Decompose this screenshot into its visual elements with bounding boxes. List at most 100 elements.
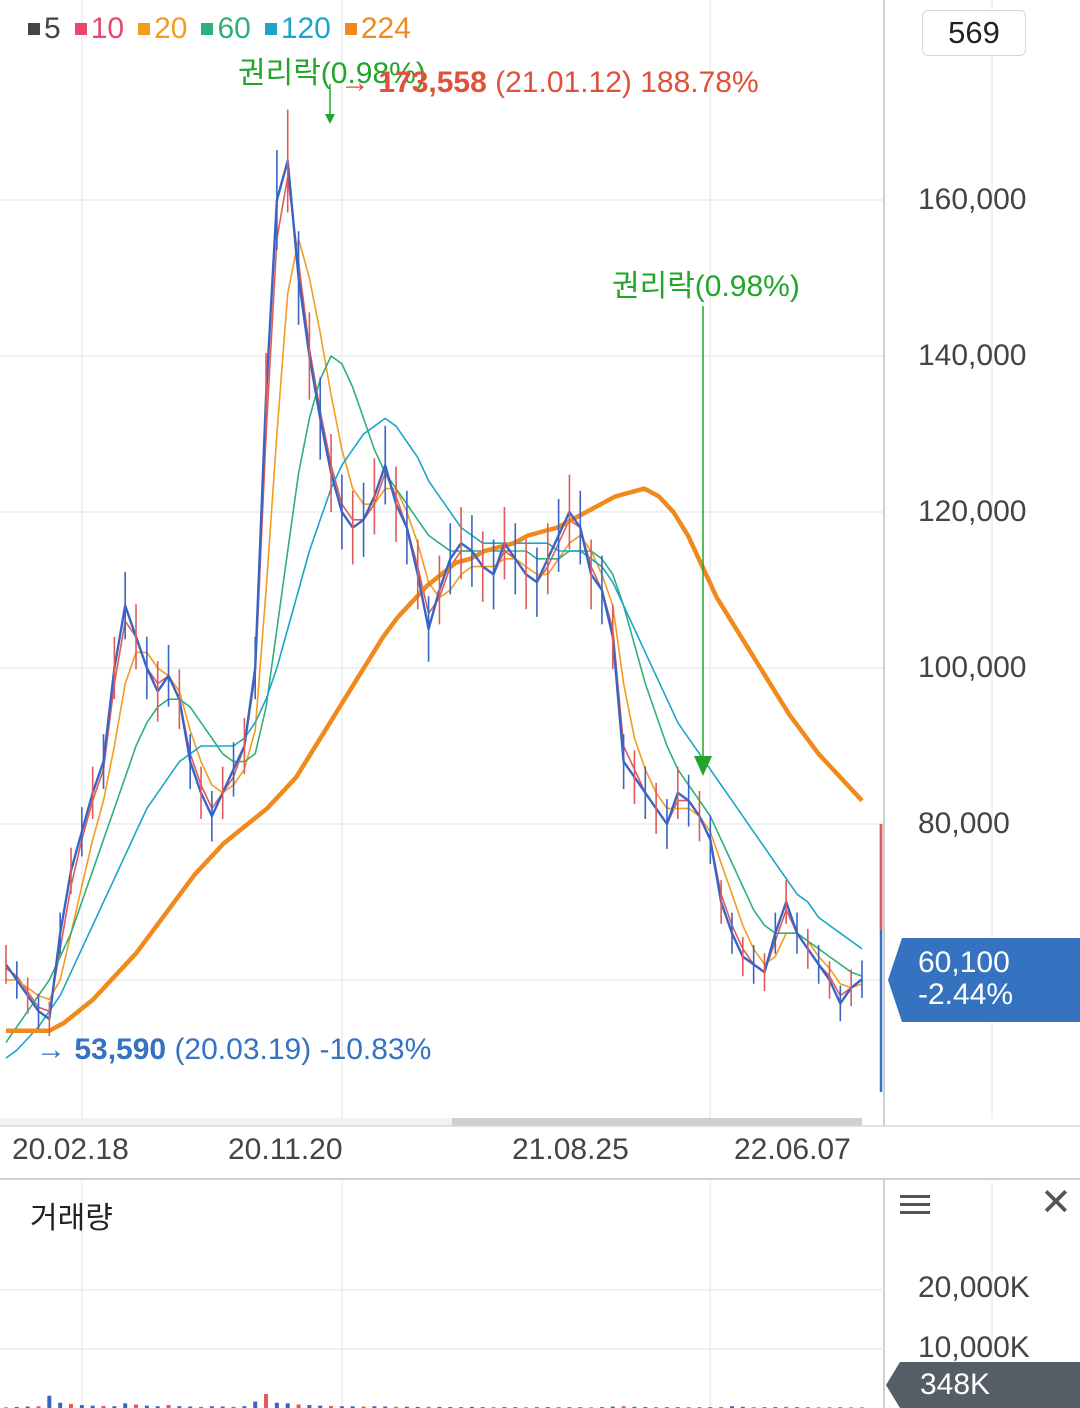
- volume-bar: [264, 1393, 269, 1408]
- volume-bar: [166, 1405, 171, 1408]
- legend-item-10[interactable]: 10: [74, 12, 125, 46]
- volume-bar: [123, 1403, 128, 1408]
- x-tick-label: 20.11.20: [228, 1133, 343, 1166]
- volume-bar: [144, 1405, 149, 1408]
- y-tick-label: 80,000: [918, 807, 1010, 840]
- legend-item-60[interactable]: 60: [201, 12, 251, 46]
- high-value: 173,558: [378, 66, 487, 99]
- series-line-120: [5, 417, 863, 1059]
- low-detail: (20.03.19) -10.83%: [166, 1033, 432, 1066]
- volume-bar: [36, 1406, 41, 1408]
- x-tick-label: 21.08.25: [512, 1133, 629, 1166]
- volume-bar: [307, 1405, 312, 1408]
- volume-bar: [296, 1404, 301, 1408]
- series-line-20: [6, 238, 863, 1001]
- menu-bar: [900, 1203, 930, 1206]
- volume-bar: [79, 1405, 84, 1408]
- volume-bar: [784, 1406, 789, 1408]
- legend-item-224[interactable]: 224: [344, 12, 411, 46]
- x-tick-label: 22.06.07: [734, 1133, 851, 1166]
- close-icon[interactable]: ✕: [1040, 1182, 1072, 1224]
- current-price-value: 60,100: [918, 946, 1010, 979]
- rights-arrowhead-mid: [694, 756, 712, 776]
- menu-bar: [900, 1211, 930, 1214]
- x-tick-label: 20.02.18: [12, 1133, 129, 1166]
- volume-bar: [318, 1405, 323, 1408]
- low-arrow: →: [36, 1033, 66, 1066]
- period-count-box[interactable]: 569: [922, 10, 1026, 56]
- volume-bar: [372, 1406, 377, 1408]
- volume-bar: [426, 1406, 431, 1408]
- y-tick-label: 160,000: [918, 183, 1027, 216]
- volume-bar: [339, 1406, 344, 1408]
- annotation-markers: [325, 84, 712, 776]
- legend-item-5[interactable]: 5: [28, 12, 61, 46]
- volume-bar: [415, 1406, 420, 1408]
- y-tick-label: 140,000: [918, 339, 1027, 372]
- scrollbar-thumb[interactable]: [452, 1118, 862, 1126]
- series-line-224: [6, 486, 864, 1033]
- legend-swatch: [74, 23, 87, 35]
- volume-bar: [220, 1406, 225, 1408]
- volume-bar: [383, 1406, 388, 1408]
- legend-label: 60: [217, 12, 251, 45]
- legend-label: 120: [280, 12, 331, 45]
- volume-bar: [14, 1406, 19, 1408]
- volume-panel-title: 거래량: [30, 1202, 113, 1235]
- volume-bar: [231, 1406, 236, 1408]
- volume-bar: [361, 1406, 366, 1408]
- volume-tick-label: 20,000K: [918, 1271, 1030, 1304]
- volume-bar: [285, 1403, 290, 1408]
- volume-bar: [329, 1405, 334, 1408]
- volume-bar: [209, 1406, 214, 1408]
- high-detail: (21.01.12) 188.78%: [486, 66, 759, 99]
- volume-bar: [469, 1406, 474, 1408]
- volume-bar: [134, 1404, 139, 1408]
- volume-bar: [729, 1406, 734, 1408]
- volume-bar: [740, 1406, 745, 1408]
- legend-label: 20: [154, 12, 188, 45]
- y-tick-label: 120,000: [918, 495, 1027, 528]
- volume-bar: [437, 1406, 442, 1408]
- volume-bar: [242, 1406, 247, 1408]
- current-price-change: -2.44%: [918, 978, 1014, 1011]
- volume-bar: [47, 1395, 52, 1408]
- volume-bar: [350, 1406, 355, 1408]
- rights-annotation-mid: 권리락(0.98%): [612, 270, 800, 303]
- volume-bar: [394, 1406, 399, 1408]
- volume-bar: [188, 1406, 193, 1408]
- legend-swatch: [201, 23, 214, 35]
- volume-bar: [253, 1401, 258, 1408]
- grid: [0, 0, 993, 1408]
- legend-item-20[interactable]: 20: [138, 12, 187, 46]
- y-tick-label: 100,000: [918, 651, 1027, 684]
- volume-bar: [632, 1406, 637, 1408]
- legend-item-120[interactable]: 120: [264, 12, 331, 46]
- series-lines: [5, 109, 864, 1059]
- current-volume-badge: 348K: [886, 1362, 1080, 1408]
- volume-bar: [112, 1406, 117, 1408]
- high-arrow: →: [340, 66, 370, 99]
- volume-bar: [274, 1402, 279, 1408]
- volume-bar: [621, 1406, 626, 1408]
- scrollbar-track[interactable]: [0, 1118, 862, 1126]
- legend-label: 10: [90, 12, 125, 45]
- volume-bar: [404, 1406, 409, 1408]
- low-price-annotation: → 53,590 (20.03.19) -10.83%: [36, 1033, 431, 1067]
- volume-bar: [69, 1403, 74, 1408]
- volume-bar: [199, 1406, 204, 1408]
- volume-bar: [101, 1405, 106, 1408]
- legend-swatch: [138, 23, 151, 35]
- menu-bar: [900, 1195, 930, 1198]
- volume-bars: [0, 1289, 884, 1408]
- legend-label: 5: [44, 12, 61, 45]
- volume-bar: [25, 1406, 30, 1408]
- rights-annotation-top: 권리락(0.98%): [238, 57, 426, 90]
- legend: 5 10 20 60 120 224: [28, 12, 411, 46]
- legend-swatch: [264, 23, 277, 35]
- legend-swatch: [28, 23, 40, 35]
- volume-bar: [155, 1406, 160, 1408]
- menu-icon[interactable]: [900, 1190, 930, 1218]
